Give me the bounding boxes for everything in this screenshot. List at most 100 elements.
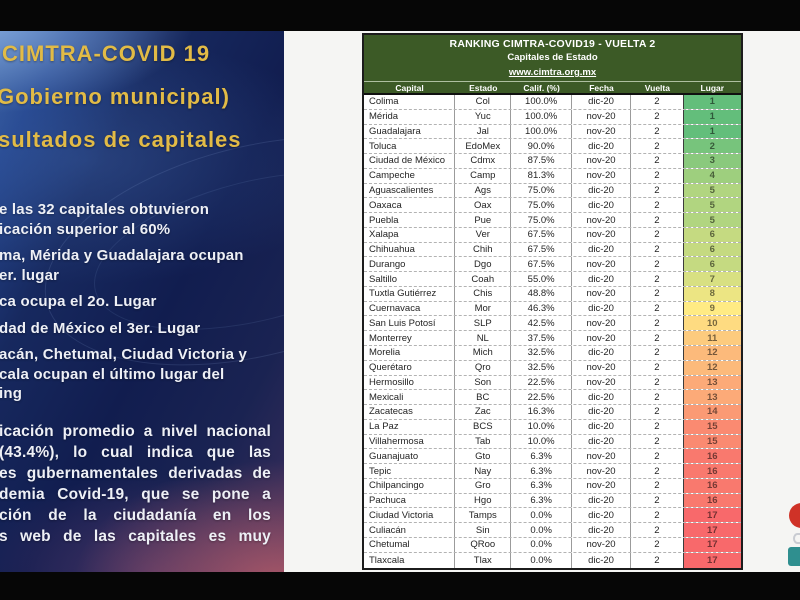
- cell-capital: Chetumal: [364, 537, 456, 552]
- cell-capital: Mexicali: [364, 390, 456, 405]
- bullet-list: e las 32 capitales obtuvieron icación sup…: [0, 200, 272, 411]
- cell-calif: 75.0%: [511, 183, 572, 198]
- cell-calif: 32.5%: [511, 346, 572, 360]
- slide-left-panel: CIMTRA-COVID 19 Gobierno municipal) sult…: [0, 31, 284, 572]
- bullet-item: ca ocupa el 2o. Lugar: [0, 292, 272, 312]
- table-row: Chilpancingo Gro 6.3% nov-20 2 16: [364, 478, 741, 494]
- cell-calif: 87.5%: [511, 154, 572, 168]
- table-row: Mérida Yuc 100.0% nov-20 2 1: [364, 109, 741, 125]
- cell-vuelta: 2: [631, 301, 684, 316]
- cell-lugar: 16: [683, 478, 741, 493]
- cell-capital: Guadalajara: [364, 124, 456, 139]
- cell-calif: 100.0%: [511, 124, 572, 139]
- cell-fecha: nov-20: [572, 124, 632, 139]
- table-row: Saltillo Coah 55.0% dic-20 2 7: [364, 272, 741, 287]
- table-row: Ciudad Victoria Tamps 0.0% dic-20 2 17: [364, 508, 741, 524]
- cimtra-website-link[interactable]: www.cimtra.org.mx: [508, 67, 597, 78]
- cell-calif: 16.3%: [511, 405, 572, 419]
- table-row: Querétaro Qro 32.5% nov-20 2 12: [364, 360, 741, 376]
- cell-vuelta: 2: [631, 508, 684, 523]
- paragraph-line: (43.4%), lo cual indica que las: [0, 444, 271, 461]
- cell-estado: NL: [455, 331, 512, 346]
- column-header-calif: Calif. (%): [523, 82, 560, 93]
- bullet-line: ing: [0, 385, 23, 402]
- table-row: Tuxtla Gutiérrez Chis 48.8% nov-20 2 8: [364, 286, 741, 302]
- table-row: Oaxaca Oax 75.0% dic-20 2 5: [364, 198, 741, 214]
- cell-fecha: nov-20: [572, 537, 632, 552]
- cell-calif: 67.5%: [511, 227, 572, 242]
- table-row: Chihuahua Chih 67.5% dic-20 2 6: [364, 242, 741, 258]
- cell-capital: Oaxaca: [364, 198, 456, 213]
- cell-lugar: 14: [683, 405, 741, 419]
- cell-calif: 100.0%: [511, 109, 572, 124]
- cell-vuelta: 2: [631, 390, 684, 405]
- cell-capital: Guanajuato: [364, 449, 456, 464]
- cell-capital: Pachuca: [364, 493, 456, 508]
- cell-fecha: nov-20: [572, 331, 632, 346]
- table-row: Mexicali BC 22.5% dic-20 2 13: [364, 390, 741, 406]
- cell-estado: Tlax: [455, 552, 512, 568]
- bullet-item: dad de México el 3er. Lugar: [0, 319, 272, 339]
- bullet-line: dad de México el 3er. Lugar: [0, 319, 201, 337]
- cell-calif: 32.5%: [511, 360, 572, 375]
- cell-lugar: 3: [683, 154, 741, 168]
- cell-capital: Cuernavaca: [364, 301, 456, 316]
- cell-capital: Ciudad de México: [364, 154, 456, 168]
- cell-lugar: 12: [683, 346, 741, 360]
- cell-vuelta: 2: [631, 242, 684, 257]
- cell-capital: Hermosillo: [364, 375, 456, 390]
- table-row: Monterrey NL 37.5% nov-20 2 11: [364, 331, 741, 347]
- bullet-line: ma, Mérida y Guadalajara ocupan: [0, 247, 244, 264]
- cell-capital: Aguascalientes: [364, 183, 456, 198]
- cell-capital: Querétaro: [364, 360, 456, 375]
- summary-paragraph: icación promedio a nivel nacional (43.4%)…: [0, 421, 271, 547]
- cell-calif: 22.5%: [511, 390, 572, 405]
- cell-lugar: 17: [683, 523, 741, 537]
- table-body: Colima Col 100.0% dic-20 2 1 Mérida Yuc 100.0% no…: [364, 95, 741, 568]
- table-row: Toluca EdoMex 90.0% dic-20 2 2: [364, 139, 741, 155]
- cell-calif: 6.3%: [511, 449, 572, 464]
- top-letterbox-bar: [0, 0, 800, 31]
- cell-capital: Chihuahua: [364, 242, 456, 257]
- cell-lugar: 9: [683, 301, 741, 316]
- cell-estado: Ver: [455, 227, 512, 242]
- cell-fecha: nov-20: [572, 478, 632, 493]
- paragraph-line: demia Covid-19, que se pone a: [0, 486, 271, 503]
- cell-fecha: dic-20: [572, 405, 632, 419]
- cell-lugar: 17: [683, 552, 741, 568]
- cell-fecha: nov-20: [572, 168, 632, 183]
- cell-calif: 67.5%: [511, 257, 572, 272]
- cell-calif: 48.8%: [511, 286, 572, 301]
- table-subtitle: Capitales de Estado: [507, 52, 598, 63]
- paragraph-line: icación promedio a nivel nacional: [0, 423, 271, 440]
- cell-vuelta: 2: [631, 227, 684, 242]
- cell-capital: Culiacán: [364, 523, 456, 537]
- table-row: La Paz BCS 10.0% dic-20 2 15: [364, 419, 741, 435]
- cell-capital: La Paz: [364, 419, 456, 434]
- table-row: Zacatecas Zac 16.3% dic-20 2 14: [364, 405, 741, 420]
- cell-lugar: 10: [683, 316, 741, 331]
- paragraph-line: s web de las capitales es muy: [0, 528, 271, 545]
- cell-calif: 0.0%: [511, 552, 572, 568]
- cell-lugar: 1: [683, 95, 741, 109]
- bullet-line: acán, Chetumal, Ciudad Victoria y: [0, 346, 248, 363]
- cell-calif: 100.0%: [511, 95, 572, 109]
- ranking-table-header: RANKING CIMTRA-COVID19 - VUELTA 2 Capita…: [364, 35, 741, 82]
- cell-calif: 75.0%: [511, 198, 572, 213]
- cell-vuelta: 2: [631, 464, 684, 478]
- cell-estado: Ags: [455, 183, 512, 198]
- cell-calif: 6.3%: [511, 493, 572, 508]
- cell-capital: Tuxtla Gutiérrez: [364, 286, 456, 301]
- column-header-lugar: Lugar: [700, 82, 725, 93]
- bullet-line: ca ocupa el 2o. Lugar: [0, 293, 157, 310]
- cell-fecha: dic-20: [572, 198, 632, 213]
- column-header-vuelta: Vuelta: [644, 82, 670, 93]
- cell-capital: Xalapa: [364, 227, 456, 242]
- cell-fecha: nov-20: [572, 257, 632, 272]
- cell-capital: Mérida: [364, 109, 456, 124]
- table-row: Guanajuato Gto 6.3% nov-20 2 16: [364, 449, 741, 465]
- bullet-item: e las 32 capitales obtuvieron icación sup…: [0, 200, 272, 239]
- cell-calif: 75.0%: [511, 213, 572, 227]
- ranking-table: RANKING CIMTRA-COVID19 - VUELTA 2 Capita…: [362, 33, 743, 570]
- cell-fecha: nov-20: [572, 286, 632, 301]
